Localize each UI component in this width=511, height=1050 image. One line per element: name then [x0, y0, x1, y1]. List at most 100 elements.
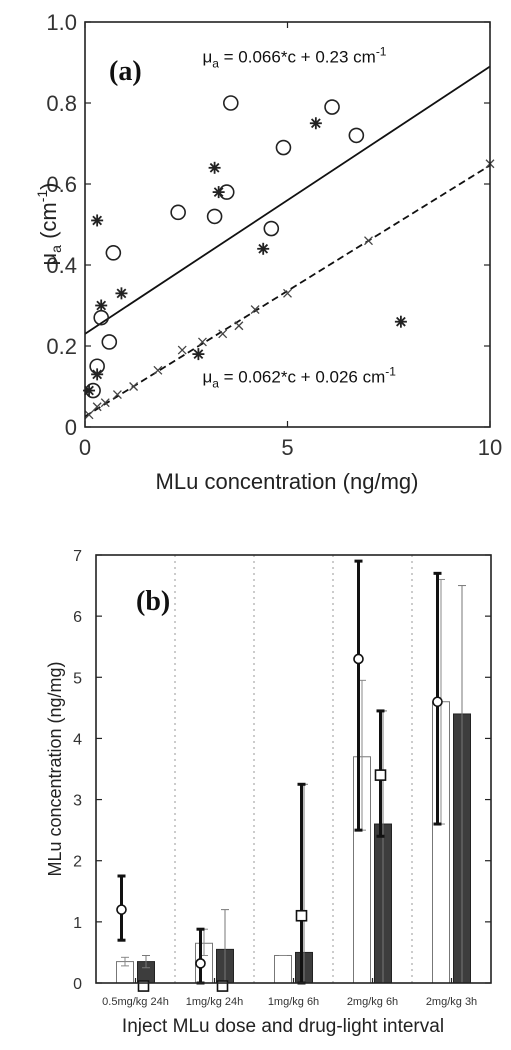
panel-a-y-axis-title: μa (cm-1) — [34, 182, 64, 265]
panel-b-error-bars — [116, 559, 466, 992]
x-point — [153, 365, 163, 375]
x-stroke — [92, 402, 102, 412]
y-tick-label: 1.0 — [46, 10, 77, 35]
category-label: 2mg/kg 3h — [426, 996, 477, 1008]
asterisk-point — [115, 287, 128, 300]
equation-part: μ — [202, 47, 212, 66]
circle-point — [206, 208, 223, 225]
panel-b-y-tick-labels: 0 1 2 3 4 5 6 7 — [73, 548, 82, 993]
x-stroke — [100, 398, 110, 408]
square-marker — [216, 980, 229, 992]
x-point — [84, 410, 94, 420]
asterisk-stroke — [96, 300, 107, 311]
asterisk-point — [91, 214, 104, 227]
square-marker — [137, 980, 150, 992]
asterisk-point — [394, 315, 407, 328]
asterisk-stroke — [92, 369, 103, 380]
x-point — [364, 236, 373, 246]
asterisk-point — [212, 186, 225, 199]
error-bar — [354, 559, 363, 832]
x-stroke — [197, 337, 207, 347]
circle-point — [263, 220, 280, 237]
panel-a-letter: (a) — [109, 56, 142, 87]
circle-point — [101, 334, 118, 350]
panel-a-ticks — [84, 21, 491, 428]
square-marker — [374, 769, 387, 781]
circle-marker — [353, 653, 364, 665]
equation-part: a — [212, 376, 219, 390]
fit-equation: μa = 0.062*c + 0.026 cm-1 — [202, 364, 396, 390]
x-point — [283, 288, 292, 298]
x-point — [197, 337, 207, 347]
fit-equation: μa = 0.066*c + 0.23 cm-1 — [202, 44, 386, 70]
asterisk-stroke — [213, 187, 224, 197]
circle-point — [275, 139, 292, 156]
x-point — [92, 402, 102, 412]
error-bar — [121, 956, 129, 967]
panel-b-ticks — [96, 554, 491, 984]
circle-marker — [432, 696, 443, 708]
y-tick-label: 0.2 — [46, 334, 77, 359]
asterisk-stroke — [92, 215, 103, 226]
panel-a-frame — [84, 21, 491, 428]
ya-sub: a — [48, 245, 64, 253]
x-point — [250, 305, 260, 315]
asterisk-stroke — [258, 243, 269, 254]
y-tick-label: 0 — [65, 415, 77, 440]
ya-close: ) — [36, 182, 61, 189]
panel-b-category-labels: 0.5mg/kg 24h 1mg/kg 24h 1mg/kg 6h 2mg/kg 6h… — [102, 996, 477, 1008]
asterisk-stroke — [116, 288, 127, 299]
open-bar — [274, 954, 292, 984]
panel-a-x-tick-labels: 0 5 10 — [79, 435, 502, 460]
x-tick-label: 0 — [79, 435, 91, 460]
panel-b-bars — [116, 701, 471, 984]
asterisk-stroke — [310, 118, 321, 129]
asterisk-point — [192, 348, 205, 361]
equation-part: μ — [202, 367, 212, 386]
y-tick-label: 1 — [73, 915, 82, 932]
x-stroke — [129, 382, 139, 391]
asterisk-point — [208, 161, 221, 174]
asterisk-point — [257, 242, 270, 255]
category-label: 2mg/kg 6h — [347, 996, 398, 1008]
x-stroke — [364, 236, 373, 246]
equation-part: = 0.066*c + 0.23 cm — [219, 47, 376, 66]
equation-part: = 0.062*c + 0.026 cm — [219, 367, 385, 386]
x-point — [234, 321, 244, 331]
x-stroke — [177, 345, 187, 355]
x-stroke — [84, 410, 94, 420]
panel-a-fit-lines — [84, 65, 491, 418]
fit-solid — [84, 65, 491, 335]
y-tick-label: 6 — [73, 609, 82, 626]
circle-marker — [195, 958, 206, 969]
square-marker — [295, 909, 308, 922]
y-tick-label: 0 — [73, 976, 82, 993]
x-stroke — [250, 305, 260, 315]
ya-unit: (cm — [36, 202, 61, 245]
fit-dashed — [84, 164, 491, 418]
circle-point — [348, 127, 365, 144]
panel-a-x-axis-title: MLu concentration (ng/mg) — [156, 469, 419, 494]
equation-part: -1 — [376, 44, 387, 58]
category-label: 1mg/kg 6h — [268, 996, 319, 1008]
circle-point — [223, 95, 239, 111]
y-tick-label: 0.8 — [46, 91, 77, 116]
y-tick-label: 0.6 — [46, 172, 77, 197]
circle-point — [324, 99, 340, 115]
x-stroke — [234, 321, 244, 331]
y-tick-label: 0.4 — [46, 253, 77, 278]
asterisk-point — [91, 368, 104, 381]
circle-marker — [116, 904, 127, 915]
panel-a-equations: μa = 0.066*c + 0.23 cm-1μa = 0.062*c + 0… — [202, 44, 396, 390]
error-bar — [142, 954, 150, 969]
panel-b: 0 1 2 3 4 5 6 7 0.5mg/kg 24h 1mg/kg 24h 1mg/kg 6h… — [45, 548, 492, 1037]
x-point — [218, 329, 228, 339]
x-point — [100, 398, 110, 408]
asterisk-stroke — [396, 316, 406, 327]
x-stroke — [153, 365, 163, 375]
x-tick-label: 10 — [478, 435, 502, 460]
asterisk-point — [309, 117, 322, 130]
y-tick-label: 7 — [73, 548, 82, 565]
y-tick-label: 4 — [73, 731, 82, 748]
